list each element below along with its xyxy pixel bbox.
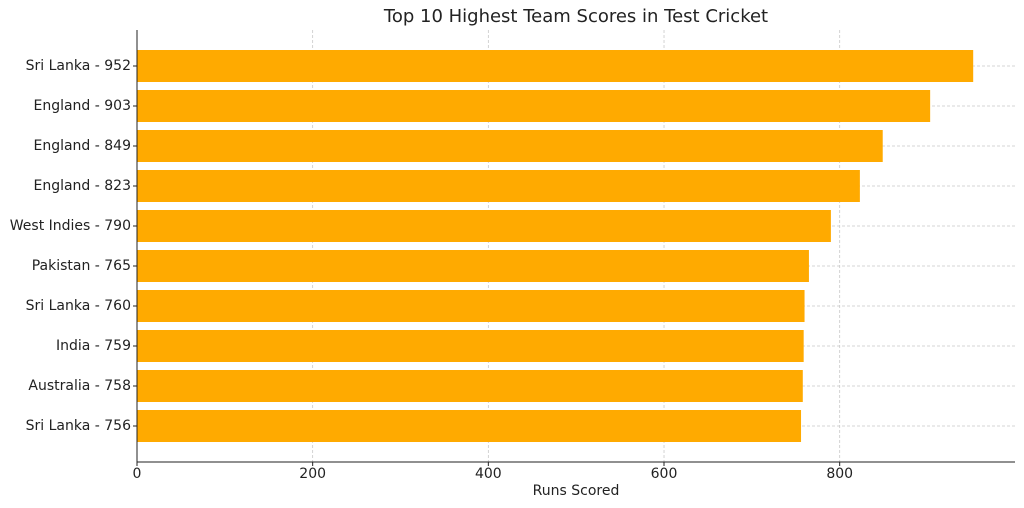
chart-title: Top 10 Highest Team Scores in Test Crick…: [383, 6, 768, 27]
y-tick-label: West Indies - 790: [10, 218, 131, 234]
bar: [137, 290, 805, 322]
bar: [137, 130, 883, 162]
x-tick-label: 200: [299, 466, 326, 482]
y-tick-label: England - 849: [33, 138, 131, 154]
x-tick-label: 400: [475, 466, 502, 482]
bar: [137, 170, 860, 202]
y-tick-label: Sri Lanka - 952: [26, 58, 131, 74]
bar: [137, 50, 974, 82]
y-tick-label: England - 823: [33, 178, 131, 194]
bar: [137, 330, 804, 362]
bar: [137, 370, 803, 402]
y-tick-label: England - 903: [33, 98, 131, 114]
bar: [137, 250, 809, 282]
x-tick-label: 800: [826, 466, 853, 482]
y-tick-label: Australia - 758: [28, 378, 131, 394]
y-tick-label: Sri Lanka - 756: [26, 418, 131, 434]
x-tick-label: 600: [651, 466, 678, 482]
y-tick-label: Pakistan - 765: [32, 258, 131, 274]
x-tick-label: 0: [133, 466, 142, 482]
y-tick-label: India - 759: [56, 338, 131, 354]
bar: [137, 410, 802, 442]
x-axis-label: Runs Scored: [533, 483, 620, 499]
bar: [137, 210, 831, 242]
bar: [137, 90, 931, 122]
y-tick-label: Sri Lanka - 760: [26, 298, 131, 314]
